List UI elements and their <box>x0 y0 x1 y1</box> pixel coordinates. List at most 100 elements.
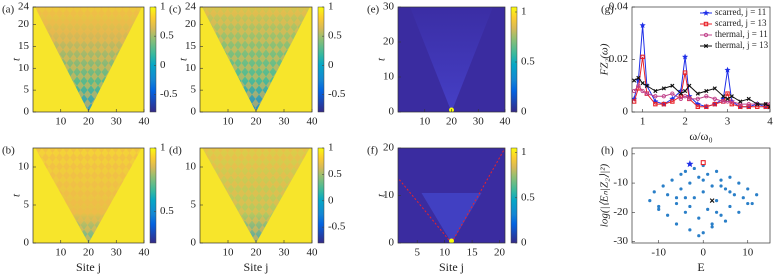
marker-square <box>729 101 735 107</box>
scatter-point <box>652 190 656 194</box>
y-tick-label: 10 <box>18 62 30 74</box>
heatmap-peak <box>449 238 454 243</box>
x-tick-label: 30 <box>279 116 291 128</box>
heatmap-cone <box>410 7 493 112</box>
scatter-point <box>657 207 661 211</box>
scatter-point <box>666 213 670 217</box>
x-tick-label: 30 <box>111 116 123 128</box>
scatter-point <box>719 213 723 217</box>
scatter-point <box>674 196 679 200</box>
legend-label: scarred, j = 11 <box>715 7 766 17</box>
scatter-point <box>728 190 732 194</box>
plot-area <box>648 160 759 238</box>
y-tick-label: 5 <box>191 84 197 96</box>
colorbar-tick-label: 1 <box>328 142 334 154</box>
scatter-point <box>688 204 692 209</box>
scatter-point <box>688 228 692 232</box>
x-tick-label: 5 <box>414 247 420 259</box>
marker-x <box>709 198 715 203</box>
marker-circle <box>738 101 743 107</box>
marker-star <box>702 9 710 16</box>
y-tick-label: -10 <box>613 177 628 189</box>
colorbar <box>510 6 518 113</box>
y-axis-label: t <box>376 193 388 197</box>
y-tick-label: 0 <box>191 237 197 249</box>
scatter-point <box>746 201 750 206</box>
marker-x <box>703 43 709 49</box>
scatter-point <box>701 231 705 235</box>
y-tick-label: 20 <box>383 142 395 154</box>
scatter-point <box>683 169 688 173</box>
marker-circle <box>712 96 717 102</box>
marker-circle <box>661 94 666 99</box>
heatmap-texture <box>35 148 142 243</box>
heatmap-texture <box>202 7 310 112</box>
marker-circle <box>746 101 751 107</box>
marker-x <box>640 81 645 86</box>
panel-label: (a) <box>2 4 15 16</box>
marker-square <box>678 94 684 99</box>
marker-x <box>687 83 692 88</box>
colorbar-tick-label: -0.5 <box>160 88 178 100</box>
marker-square <box>682 70 688 75</box>
scatter-point <box>692 166 696 171</box>
y-tick-label: 10 <box>383 71 395 83</box>
series-line <box>633 84 770 105</box>
scatter-point <box>679 172 683 176</box>
x-tick-label: 30 <box>279 247 291 259</box>
y-tick-label: 20 <box>185 18 197 30</box>
colorbar <box>510 147 518 244</box>
scatter-point <box>674 222 679 226</box>
y-tick-label: 10 <box>383 189 395 201</box>
marker-circle <box>704 94 709 99</box>
marker-square <box>703 21 709 27</box>
marker-square <box>632 99 637 104</box>
x-tick-label: 20 <box>494 247 506 259</box>
scatter-point <box>697 216 701 220</box>
marker-x <box>661 86 666 91</box>
colorbar <box>317 6 325 113</box>
y-tick-label: 0 <box>24 237 30 249</box>
scatter-point <box>706 207 710 211</box>
colorbar <box>149 147 157 244</box>
marker-x <box>738 99 743 104</box>
y-tick-label: 5 <box>191 199 197 211</box>
colorbar-tick-label: 0.5 <box>328 168 342 180</box>
x-tick-label: 40 <box>307 116 319 128</box>
y-tick-label: 15 <box>18 40 30 52</box>
marker-circle <box>767 101 770 107</box>
scatter-point <box>697 234 701 238</box>
scatter-point <box>746 187 750 191</box>
colorbar-tick-label: 0.5 <box>521 56 535 68</box>
legend-label: scarred, j = 13 <box>715 18 767 28</box>
plot-area <box>200 148 312 243</box>
marker-square <box>695 104 701 109</box>
marker-square <box>670 99 675 104</box>
marker-x <box>678 91 683 96</box>
marker-x <box>644 83 649 88</box>
marker-x <box>725 96 730 101</box>
y-tick-label: 20 <box>18 18 30 30</box>
y-tick-label: 0.02 <box>609 53 628 65</box>
scatter-point <box>714 169 719 173</box>
x-tick-label: 10 <box>55 247 67 259</box>
x-axis-label: Site j <box>243 260 268 274</box>
scatter-point <box>657 204 661 209</box>
marker-star <box>724 66 731 73</box>
x-tick-label: 40 <box>307 247 319 259</box>
scatter-point <box>683 210 688 214</box>
scatter-point <box>683 196 688 200</box>
scatter-point <box>737 210 741 214</box>
marker-x <box>683 88 688 94</box>
x-axis-label: Site j <box>76 260 101 274</box>
scatter-point <box>701 190 705 194</box>
scatter-point <box>732 193 736 197</box>
x-tick-label: 10 <box>419 116 431 128</box>
panel-label: (b) <box>2 145 15 157</box>
scatter-point <box>706 172 710 176</box>
marker-circle <box>721 99 726 104</box>
y-axis-label: t <box>11 57 23 61</box>
marker-square <box>763 104 768 109</box>
